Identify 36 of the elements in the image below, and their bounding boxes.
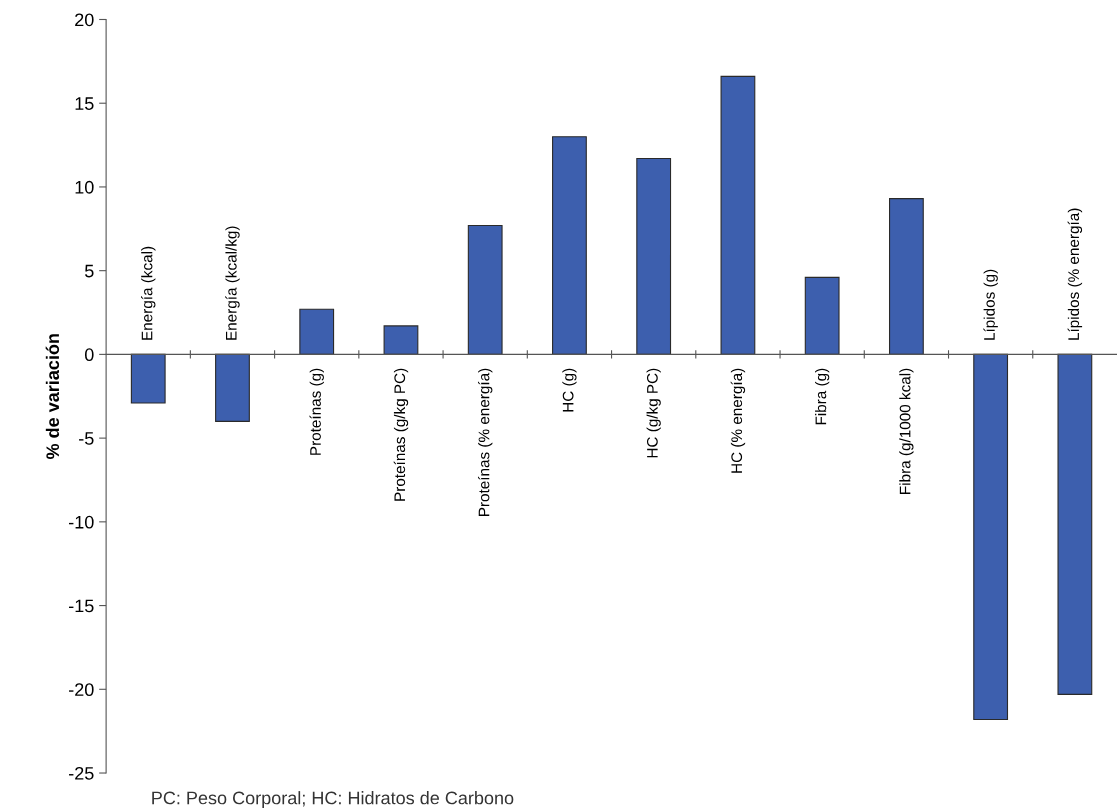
x-tick-label: Proteínas (g/kg PC) <box>393 368 409 501</box>
y-tick-label: 0 <box>84 348 94 362</box>
bar <box>130 353 166 404</box>
bar <box>804 276 840 355</box>
x-tick-label: HC (g) <box>562 368 577 412</box>
x-tick-label: HC (g/kg PC) <box>646 368 661 458</box>
y-tick-label: -10 <box>69 515 94 529</box>
x-tick-label: Fibra (g/1000 kcal) <box>899 368 914 494</box>
y-tick-label: 20 <box>75 13 94 27</box>
x-tick-label: Lípidos (g) <box>983 269 998 340</box>
y-tick-label: 15 <box>75 97 94 110</box>
y-tick-label: -15 <box>69 599 94 613</box>
y-tick-label: 10 <box>75 180 94 194</box>
y-tick-label: -25 <box>69 766 94 780</box>
bar <box>299 308 335 355</box>
x-tick-label: Energía (kcal/kg) <box>225 226 240 340</box>
bar <box>215 353 250 422</box>
bar <box>720 75 756 355</box>
bar <box>973 353 1009 720</box>
x-tick-label: HC (% energía) <box>730 368 746 473</box>
x-tick-label: Lípidos (% energía) <box>1067 208 1083 340</box>
x-tick-label: Fibra (g) <box>815 368 830 425</box>
x-tick-label: Energía (kcal) <box>141 246 156 340</box>
x-tick-label: Proteínas (% energía) <box>477 368 493 516</box>
y-axis-title: % de variación <box>45 334 60 460</box>
bar <box>1057 353 1093 695</box>
bar <box>552 136 587 355</box>
y-tick-label: 5 <box>84 264 94 278</box>
x-tick-label: Proteínas (g) <box>309 368 324 455</box>
bar <box>467 224 503 355</box>
y-tick-label: -20 <box>69 683 94 697</box>
bar <box>888 198 924 355</box>
y-tick-label: -5 <box>79 432 94 445</box>
bar <box>383 325 419 355</box>
bar <box>636 157 672 355</box>
text: PC: Peso Corporal; HC: Hidratos de Carbono <box>152 791 514 808</box>
